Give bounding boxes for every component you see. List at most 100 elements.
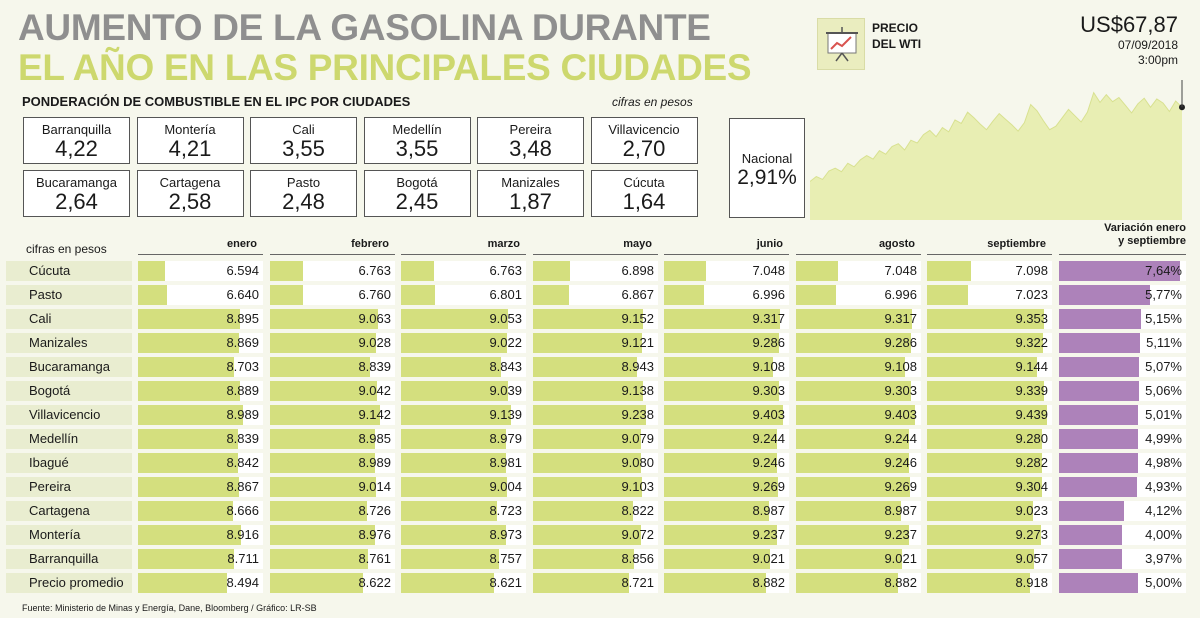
variation-label: 5,15% xyxy=(1145,311,1182,326)
value-cell: 9.121 xyxy=(533,333,658,353)
value-cell: 8.989 xyxy=(138,405,263,425)
value-cell: 9.108 xyxy=(796,357,921,377)
value-cell: 9.280 xyxy=(927,429,1052,449)
value-bar xyxy=(927,573,1030,593)
value-bar xyxy=(796,573,898,593)
value-cell: 9.022 xyxy=(401,333,526,353)
value-label: 9.021 xyxy=(884,551,917,566)
value-cell: 8.989 xyxy=(270,453,395,473)
value-label: 9.237 xyxy=(752,527,785,542)
value-bar xyxy=(533,405,647,425)
value-cell: 8.987 xyxy=(664,501,789,521)
value-cell: 9.244 xyxy=(796,429,921,449)
value-label: 8.666 xyxy=(226,503,259,518)
value-label: 8.981 xyxy=(489,455,522,470)
value-bar xyxy=(796,285,837,305)
variation-cell: 5,01% xyxy=(1059,405,1186,425)
value-bar xyxy=(401,549,499,569)
value-label: 9.028 xyxy=(358,335,391,350)
value-label: 6.996 xyxy=(752,287,785,302)
value-label: 9.244 xyxy=(752,431,785,446)
city-weight-box: Cartagena 2,58 xyxy=(136,170,244,217)
value-bar xyxy=(401,333,508,353)
variation-label: 4,99% xyxy=(1145,431,1182,446)
value-label: 9.339 xyxy=(1015,383,1048,398)
value-label: 9.273 xyxy=(1015,527,1048,542)
value-label: 9.244 xyxy=(884,431,917,446)
city-weight-box: Pereira 3,48 xyxy=(477,117,584,164)
value-cell: 9.303 xyxy=(796,381,921,401)
value-cell: 6.996 xyxy=(796,285,921,305)
row-city-name: Cúcuta xyxy=(6,261,132,281)
value-cell: 9.063 xyxy=(270,309,395,329)
value-cell: 9.237 xyxy=(664,525,789,545)
value-label: 9.238 xyxy=(621,407,654,422)
value-bar xyxy=(664,549,771,569)
value-bar xyxy=(270,261,303,281)
variation-header: Variación enero y septiembre xyxy=(1059,222,1186,255)
wti-label-line2: DEL WTI xyxy=(872,37,922,51)
value-label: 9.269 xyxy=(884,479,917,494)
value-bar xyxy=(796,261,839,281)
value-bar xyxy=(927,261,971,281)
value-label: 8.985 xyxy=(358,431,391,446)
value-label: 9.080 xyxy=(621,455,654,470)
value-label: 8.726 xyxy=(358,503,391,518)
value-bar xyxy=(270,429,375,449)
value-cell: 8.621 xyxy=(401,573,526,593)
value-cell: 8.703 xyxy=(138,357,263,377)
city-weight-box: Cúcuta 1,64 xyxy=(590,170,698,217)
value-label: 9.286 xyxy=(752,335,785,350)
value-bar xyxy=(533,381,643,401)
value-bar xyxy=(927,357,1038,377)
value-bar xyxy=(138,501,233,521)
city-weight-value: 3,55 xyxy=(395,136,439,161)
value-cell: 9.322 xyxy=(927,333,1052,353)
value-label: 8.843 xyxy=(489,359,522,374)
row-city-name: Cartagena xyxy=(6,501,132,521)
value-cell: 8.882 xyxy=(664,573,789,593)
value-bar xyxy=(401,285,436,305)
value-label: 8.989 xyxy=(226,407,259,422)
city-weight-value: 2,45 xyxy=(395,189,439,214)
value-bar xyxy=(270,477,376,497)
table-row: Villavicencio 8.989 9.142 9.139 9.238 9.403 9.… xyxy=(0,403,1200,427)
city-weight-box: Bucaramanga 2,64 xyxy=(23,170,130,217)
value-label: 8.839 xyxy=(358,359,391,374)
city-weight-box: Cali 3,55 xyxy=(250,117,357,164)
wti-date: 07/09/2018 xyxy=(1117,38,1178,52)
value-label: 9.246 xyxy=(752,455,785,470)
value-bar xyxy=(796,429,910,449)
value-label: 8.889 xyxy=(226,383,259,398)
variation-header-line1: Variación enero xyxy=(1104,222,1186,234)
value-cell: 8.726 xyxy=(270,501,395,521)
value-label: 8.882 xyxy=(752,575,785,590)
city-weight-box: Barranquilla 4,22 xyxy=(23,117,130,164)
wti-label: PRECIO DEL WTI xyxy=(872,20,921,52)
value-label: 6.640 xyxy=(226,287,259,302)
variation-cell: 7,64% xyxy=(1059,261,1186,281)
value-bar xyxy=(927,309,1044,329)
value-cell: 9.286 xyxy=(796,333,921,353)
row-city-name: Cali xyxy=(6,309,132,329)
table-row: Barranquilla 8.711 8.761 8.757 8.856 9.021 9.0… xyxy=(0,547,1200,571)
value-cell: 6.763 xyxy=(401,261,526,281)
value-label: 9.022 xyxy=(489,335,522,350)
variation-label: 5,01% xyxy=(1145,407,1182,422)
value-bar xyxy=(927,285,969,305)
value-label: 8.494 xyxy=(226,575,259,590)
value-cell: 8.856 xyxy=(533,549,658,569)
value-bar xyxy=(270,405,381,425)
city-weight-box: Bogotá 2,45 xyxy=(363,170,471,217)
value-cell: 9.039 xyxy=(401,381,526,401)
table-row: Precio promedio 8.494 8.622 8.621 8.721 8.882… xyxy=(0,571,1200,595)
value-cell: 9.053 xyxy=(401,309,526,329)
variation-bar xyxy=(1059,405,1139,425)
wti-label-line1: PRECIO xyxy=(872,21,919,35)
variation-header-line2: y septiembre xyxy=(1118,235,1186,247)
value-cell: 8.666 xyxy=(138,501,263,521)
value-cell: 9.144 xyxy=(927,357,1052,377)
city-weight-box: Pasto 2,48 xyxy=(250,170,357,217)
value-bar xyxy=(533,525,641,545)
value-cell: 6.898 xyxy=(533,261,658,281)
